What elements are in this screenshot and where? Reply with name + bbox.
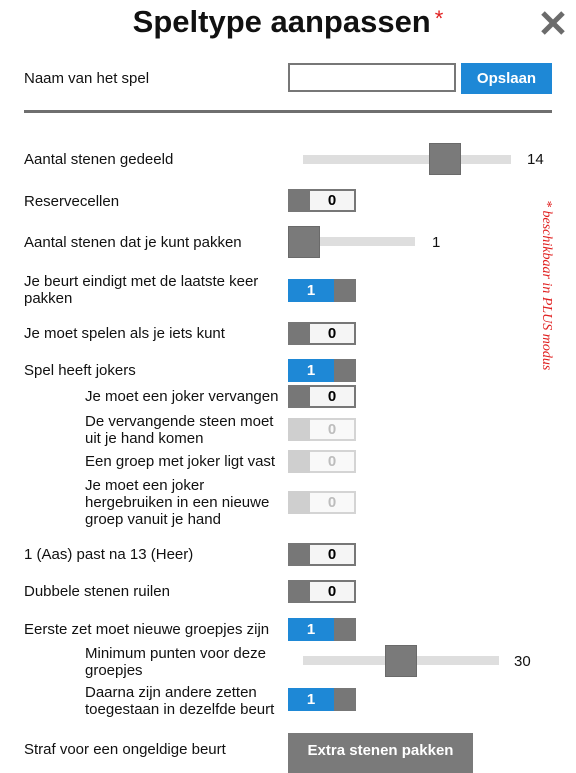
min-points-slider-thumb[interactable] <box>385 645 417 677</box>
reuse-joker-label: Je moet een joker hergebruiken in een ni… <box>85 477 270 528</box>
tiles-pick-slider-thumb[interactable] <box>288 226 320 258</box>
tiles-pick-label: Aantal stenen dat je kunt pakken <box>24 234 242 251</box>
spare-cells-label: Reservecellen <box>24 193 120 210</box>
swap-doubles-label: Dubbele stenen ruilen <box>24 583 170 600</box>
turn-ends-toggle[interactable]: 1 <box>288 279 356 302</box>
page-title: Speltype aanpassen * <box>0 4 576 40</box>
page-title-text: Speltype aanpassen <box>132 4 431 39</box>
toggle-handle <box>288 580 310 603</box>
toggle-handle <box>334 359 356 382</box>
min-points-value: 30 <box>514 653 531 670</box>
plus-mode-note: * beschikbaar in PLUS modus <box>539 200 576 430</box>
toggle-value: 1 <box>288 279 334 302</box>
tiles-pick-value: 1 <box>432 234 441 251</box>
penalty-label: Straf voor een ongeldige beurt <box>24 741 226 758</box>
spare-cells-toggle[interactable]: 0 <box>288 189 356 212</box>
tiles-dealt-value: 14 <box>527 151 544 168</box>
toggle-handle <box>288 418 310 441</box>
toggle-value: 0 <box>310 543 356 566</box>
turn-ends-label: Je beurt eindigt met de laatste keer pak… <box>24 273 259 307</box>
must-play-label: Je moet spelen als je iets kunt <box>24 325 225 342</box>
penalty-select-button[interactable]: Extra stenen pakken <box>288 733 473 773</box>
plus-mode-note-text: * beschikbaar in PLUS modus <box>539 200 554 371</box>
toggle-value: 0 <box>310 385 356 408</box>
jokers-label: Spel heeft jokers <box>24 362 136 379</box>
ace-after-king-toggle[interactable]: 0 <box>288 543 356 566</box>
from-hand-label: De vervangende steen moet uit je hand ko… <box>85 413 274 447</box>
toggle-value: 0 <box>310 322 356 345</box>
replace-joker-label: Je moet een joker vervangen <box>85 388 279 405</box>
toggle-handle <box>334 618 356 641</box>
reuse-joker-toggle[interactable]: 0 <box>288 491 356 514</box>
toggle-value: 1 <box>288 688 334 711</box>
save-button[interactable]: Opslaan <box>461 63 552 94</box>
close-icon[interactable] <box>540 8 566 38</box>
toggle-handle <box>334 279 356 302</box>
from-hand-toggle[interactable]: 0 <box>288 418 356 441</box>
toggle-value: 0 <box>310 450 356 473</box>
toggle-value: 0 <box>310 580 356 603</box>
toggle-value: 1 <box>288 359 334 382</box>
game-name-input[interactable] <box>288 63 456 92</box>
toggle-handle <box>288 322 310 345</box>
other-moves-label: Daarna zijn andere zetten toegestaan in … <box>85 684 275 718</box>
tiles-dealt-label: Aantal stenen gedeeld <box>24 151 174 168</box>
group-fixed-label: Een groep met joker ligt vast <box>85 453 276 470</box>
divider <box>24 110 552 113</box>
ace-after-king-label: 1 (Aas) past na 13 (Heer) <box>24 546 194 563</box>
toggle-handle <box>288 385 310 408</box>
replace-joker-toggle[interactable]: 0 <box>288 385 356 408</box>
toggle-value: 1 <box>288 618 334 641</box>
group-fixed-toggle[interactable]: 0 <box>288 450 356 473</box>
tiles-dealt-slider-track[interactable] <box>303 155 511 164</box>
toggle-handle <box>288 189 310 212</box>
first-move-toggle[interactable]: 1 <box>288 618 356 641</box>
toggle-value: 0 <box>310 491 356 514</box>
toggle-value: 0 <box>310 189 356 212</box>
toggle-handle <box>288 543 310 566</box>
other-moves-toggle[interactable]: 1 <box>288 688 356 711</box>
min-points-label: Minimum punten voor deze groepjes <box>85 645 266 679</box>
first-move-label: Eerste zet moet nieuwe groepjes zijn <box>24 621 270 638</box>
toggle-value: 0 <box>310 418 356 441</box>
swap-doubles-toggle[interactable]: 0 <box>288 580 356 603</box>
tiles-pick-slider-track[interactable] <box>303 237 415 246</box>
toggle-handle <box>334 688 356 711</box>
tiles-dealt-slider-thumb[interactable] <box>429 143 461 175</box>
toggle-handle <box>288 491 310 514</box>
must-play-toggle[interactable]: 0 <box>288 322 356 345</box>
jokers-toggle[interactable]: 1 <box>288 359 356 382</box>
game-name-label: Naam van het spel <box>24 70 150 87</box>
plus-asterisk: * <box>434 6 444 31</box>
toggle-handle <box>288 450 310 473</box>
